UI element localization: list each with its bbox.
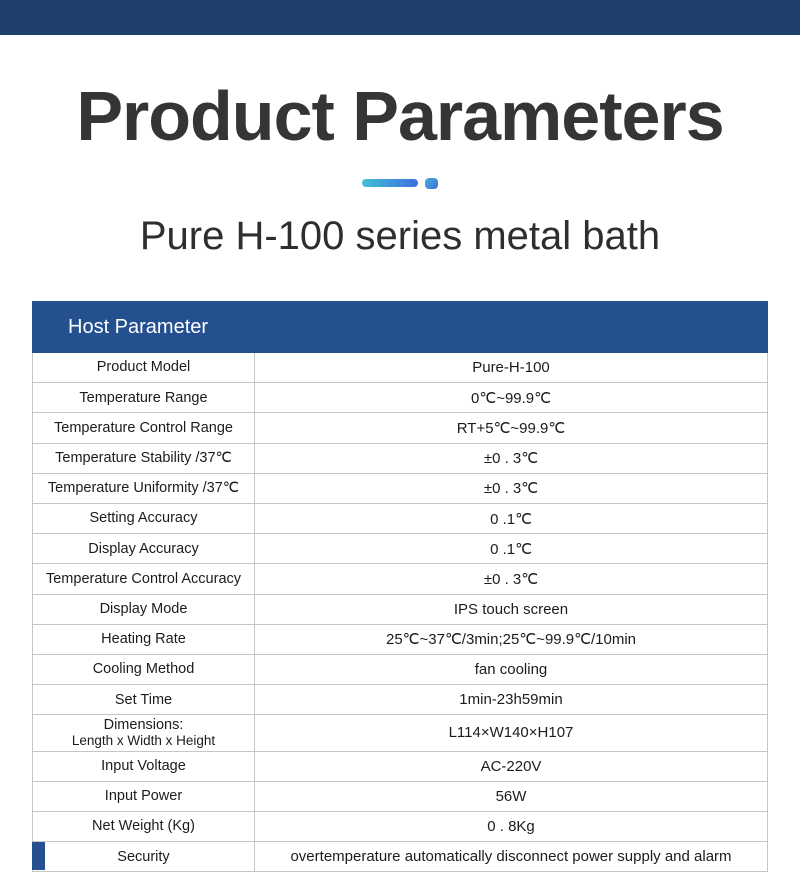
table-row: Cooling Method fan cooling bbox=[33, 653, 767, 685]
table-row: Temperature Stability /37℃ ±0 . 3℃ bbox=[33, 442, 767, 473]
param-value: 56W bbox=[495, 787, 527, 805]
table-row: Temperature Control Range RT+5℃~99.9℃ bbox=[33, 412, 767, 443]
param-name: Display Accuracy bbox=[33, 534, 255, 564]
divider-line bbox=[362, 179, 418, 187]
param-name: Display Mode bbox=[33, 594, 255, 624]
param-name: Temperature Range bbox=[33, 383, 255, 413]
param-value: AC-220V bbox=[480, 757, 542, 775]
param-name: Cooling Method bbox=[33, 654, 255, 685]
param-value: 25℃~37℃/3min;25℃~99.9℃/10min bbox=[385, 631, 637, 649]
table-row: Security overtemperature automatically d… bbox=[33, 841, 767, 872]
param-name: Product Model bbox=[33, 353, 255, 383]
table-row: Temperature Control Accuracy ±0 . 3℃ bbox=[33, 563, 767, 594]
param-value: ±0 . 3℃ bbox=[483, 480, 539, 498]
table-row: Display Mode IPS touch screen bbox=[33, 593, 767, 624]
param-name: Temperature Stability /37℃ bbox=[33, 443, 255, 473]
param-name: Setting Accuracy bbox=[33, 503, 255, 534]
param-value: L114×W140×H107 bbox=[448, 724, 574, 742]
spec-section: Host Parameter Product Model Pure-H-100 … bbox=[32, 301, 768, 873]
param-name: Temperature Control Range bbox=[33, 413, 255, 443]
param-value: overtemperature automatically disconnect… bbox=[290, 848, 732, 866]
page-title: Product Parameters bbox=[76, 77, 724, 155]
table-row: Temperature Range 0℃~99.9℃ bbox=[33, 382, 767, 413]
param-value: Pure-H-100 bbox=[472, 359, 550, 377]
param-name: Set Time bbox=[33, 685, 255, 715]
table-row: Setting Accuracy 0 .1℃ bbox=[33, 502, 767, 534]
page-subtitle: Pure H-100 series metal bath bbox=[139, 214, 661, 258]
spec-header-title: Host Parameter bbox=[68, 315, 209, 338]
table-row: Dimensions: Length x Width x Height L114×… bbox=[33, 714, 767, 751]
table-row: Temperature Uniformity /37℃ ±0 . 3℃ bbox=[33, 472, 767, 503]
param-value: ±0 . 3℃ bbox=[483, 570, 539, 588]
table-row: Product Model Pure-H-100 bbox=[33, 353, 767, 383]
param-value: 1min-23h59min bbox=[459, 691, 563, 709]
title-divider bbox=[0, 177, 800, 189]
param-name: Dimensions: Length x Width x Height bbox=[33, 715, 255, 751]
param-value: 0 . 8Kg bbox=[487, 818, 535, 836]
top-banner bbox=[0, 0, 800, 35]
param-name: Input Power bbox=[33, 781, 255, 811]
table-row: Input Voltage AC-220V bbox=[33, 750, 767, 781]
param-value: IPS touch screen bbox=[453, 600, 569, 618]
param-name: Temperature Uniformity /37℃ bbox=[33, 473, 255, 503]
param-value: 0 .1℃ bbox=[490, 510, 532, 528]
param-name: Heating Rate bbox=[33, 624, 255, 654]
spec-table: Product Model Pure-H-100 Temperature Ran… bbox=[32, 353, 768, 873]
param-value: 0℃~99.9℃ bbox=[471, 389, 551, 407]
next-section-accent bbox=[32, 842, 45, 870]
param-value: RT+5℃~99.9℃ bbox=[456, 419, 566, 437]
table-row: Net Weight (Kg) 0 . 8Kg bbox=[33, 810, 767, 842]
param-value: fan cooling bbox=[474, 660, 548, 678]
param-name: Input Voltage bbox=[33, 751, 255, 781]
param-value: ±0 . 3℃ bbox=[483, 450, 539, 468]
table-row: Heating Rate 25℃~37℃/3min;25℃~99.9℃/10mi… bbox=[33, 623, 767, 654]
divider-dot bbox=[425, 177, 438, 189]
param-name: Net Weight (Kg) bbox=[33, 811, 255, 842]
param-name: Temperature Control Accuracy bbox=[33, 564, 255, 594]
table-row: Display Accuracy 0 .1℃ bbox=[33, 533, 767, 564]
spec-header-bar: Host Parameter bbox=[32, 301, 768, 353]
table-row: Input Power 56W bbox=[33, 780, 767, 811]
param-value: 0 .1℃ bbox=[490, 540, 532, 558]
param-name: Security bbox=[33, 842, 255, 872]
table-row: Set Time 1min-23h59min bbox=[33, 684, 767, 715]
